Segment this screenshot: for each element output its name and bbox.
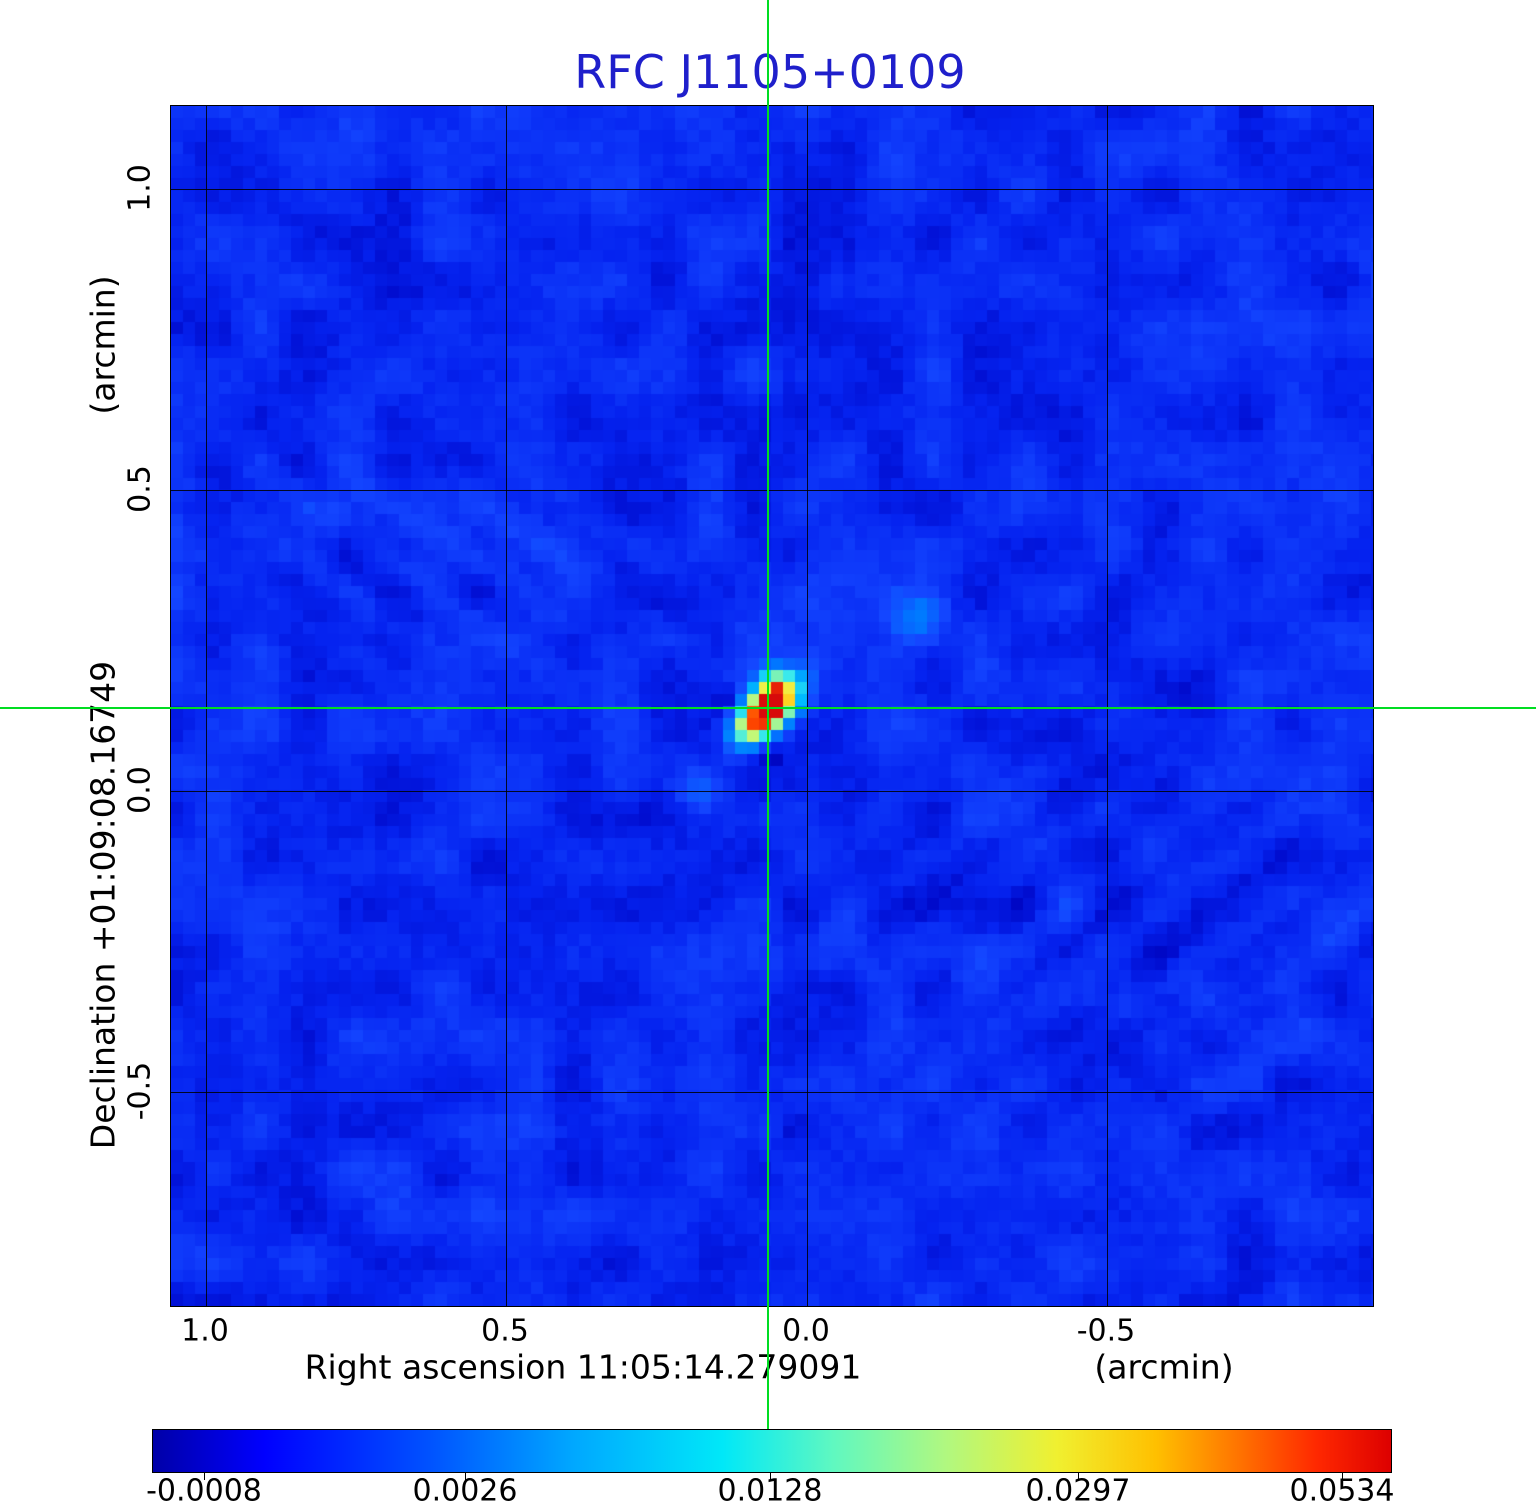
x-axis-label: Right ascension 11:05:14.279091 (304, 1347, 862, 1387)
colorbar-tick-label: 0.0534 (1289, 1473, 1395, 1509)
x-tick-label: 0.5 (481, 1313, 529, 1349)
crosshair-vertical-line (767, 0, 769, 1429)
colorbar-tick-mark (1078, 1473, 1079, 1480)
y-tick-label: 0.0 (122, 766, 158, 814)
x-axis-unit-label: (arcmin) (1094, 1347, 1234, 1387)
y-tick-label: 1.0 (122, 164, 158, 212)
x-tick-label: 1.0 (181, 1313, 229, 1349)
gridline (1107, 106, 1108, 1306)
colorbar-tick-label: 0.0026 (412, 1473, 518, 1509)
colorbar-tick-mark (1342, 1473, 1343, 1480)
gridline (171, 791, 1373, 792)
colorbar-tick-label: -0.0008 (146, 1473, 262, 1509)
intensity-map-image (171, 106, 1373, 1306)
y-axis-unit-label: (arcmin) (83, 275, 123, 415)
colorbar-tick-mark (770, 1473, 771, 1480)
gridline (206, 106, 207, 1306)
crosshair-horizontal-line (0, 707, 1536, 709)
x-tick-label: -0.5 (1076, 1313, 1136, 1349)
colorbar-tick-mark (465, 1473, 466, 1480)
gridline (807, 106, 808, 1306)
colorbar-gradient (152, 1429, 1392, 1473)
gridline (171, 490, 1373, 491)
y-tick-label: -0.5 (122, 1061, 158, 1121)
gridline (506, 106, 507, 1306)
colorbar-tick-mark (204, 1473, 205, 1480)
y-tick-label: 0.5 (122, 465, 158, 513)
radio-map-plot (170, 105, 1374, 1307)
x-tick-label: 0.0 (782, 1313, 830, 1349)
gridline (171, 1092, 1373, 1093)
colorbar-tick-label: 0.0297 (1025, 1473, 1131, 1509)
colorbar-tick-label: 0.0128 (717, 1473, 823, 1509)
figure-title: RFC J1105+0109 (574, 45, 966, 99)
y-axis-label: Declination +01:09:08.16749 (83, 660, 123, 1150)
gridline (171, 189, 1373, 190)
